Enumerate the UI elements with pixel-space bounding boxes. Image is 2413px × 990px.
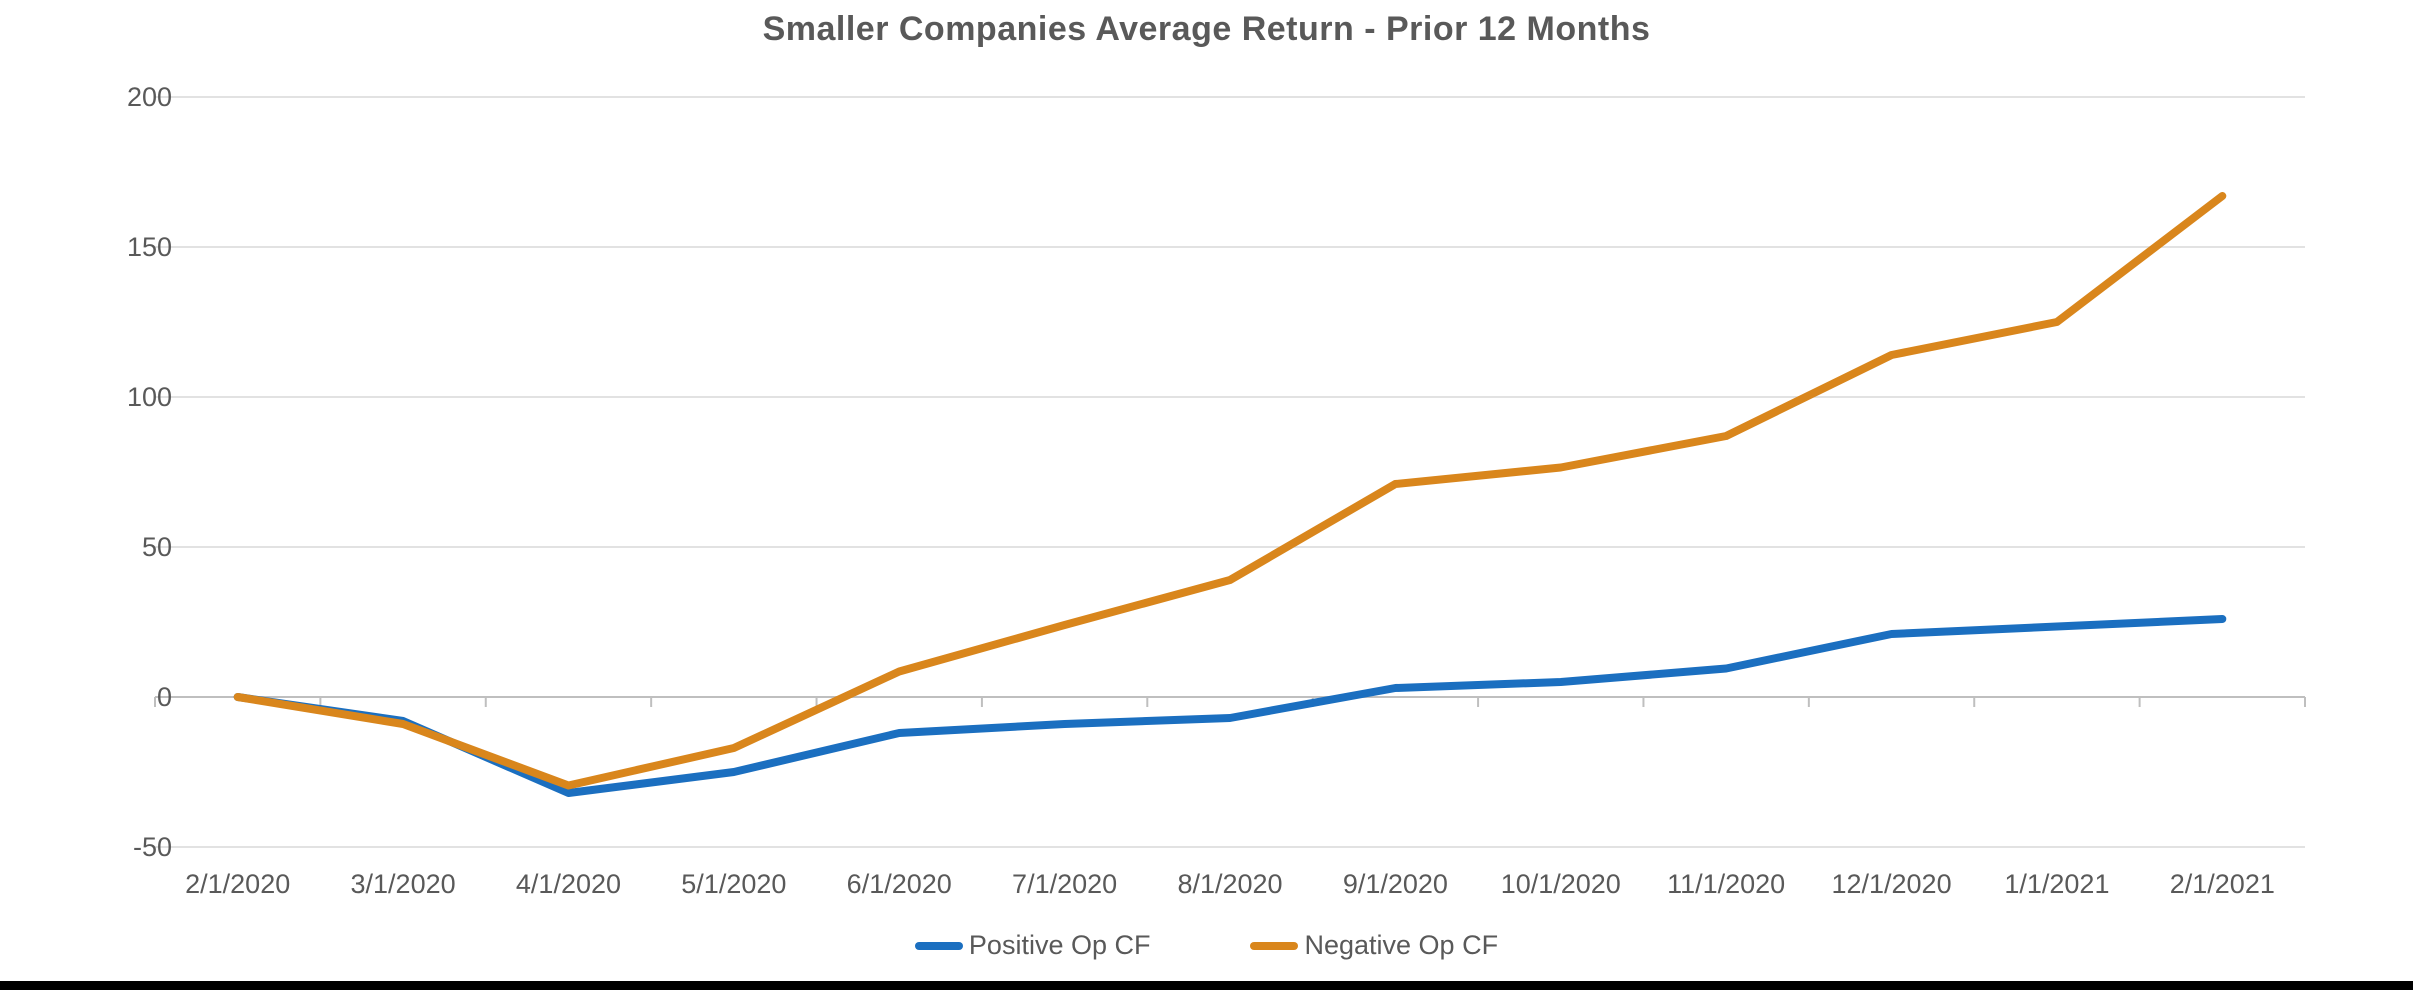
legend-item-negative-op-cf: Negative Op CF [1250, 930, 1498, 961]
x-axis-label: 10/1/2020 [1501, 869, 1621, 899]
y-axis-tick-label: 50 [142, 532, 172, 562]
x-axis-label: 12/1/2020 [1831, 869, 1951, 899]
y-axis-tick-label: 200 [127, 82, 172, 112]
legend-label-negative-op-cf: Negative Op CF [1304, 930, 1499, 960]
x-axis-label: 7/1/2020 [1012, 869, 1117, 899]
x-axis-label: 8/1/2020 [1177, 869, 1282, 899]
series-line-positive-op-cf [233, 615, 2227, 797]
x-axis-label: 5/1/2020 [681, 869, 786, 899]
y-axis-tick-label: 150 [127, 232, 172, 262]
legend-label-positive-op-cf: Positive Op CF [968, 930, 1151, 960]
legend-item-positive-op-cf: Positive Op CF [914, 930, 1151, 961]
x-axis-label: 11/1/2020 [1667, 869, 1785, 899]
bottom-bar [0, 981, 2413, 990]
x-axis-label: 6/1/2020 [847, 869, 952, 899]
y-axis-tick-label: -50 [133, 832, 172, 862]
y-axis-tick-label: 0 [157, 682, 172, 712]
y-axis-tick-label: 100 [127, 382, 172, 412]
x-axis-label: 2/1/2021 [2170, 869, 2275, 899]
x-axis-label: 2/1/2020 [185, 869, 290, 899]
x-axis-label: 1/1/2021 [2004, 869, 2109, 899]
x-axis-label: 4/1/2020 [516, 869, 621, 899]
legend-swatch-positive-op-cf [914, 941, 963, 950]
x-axis-label: 3/1/2020 [351, 869, 456, 899]
legend-swatch-negative-op-cf [1250, 941, 1299, 950]
x-axis-label: 9/1/2020 [1343, 869, 1448, 899]
legend: Positive Op CF Negative Op CF [0, 930, 2413, 961]
chart-title: Smaller Companies Average Return - Prior… [762, 10, 1651, 48]
series-line-negative-op-cf [233, 192, 2227, 790]
